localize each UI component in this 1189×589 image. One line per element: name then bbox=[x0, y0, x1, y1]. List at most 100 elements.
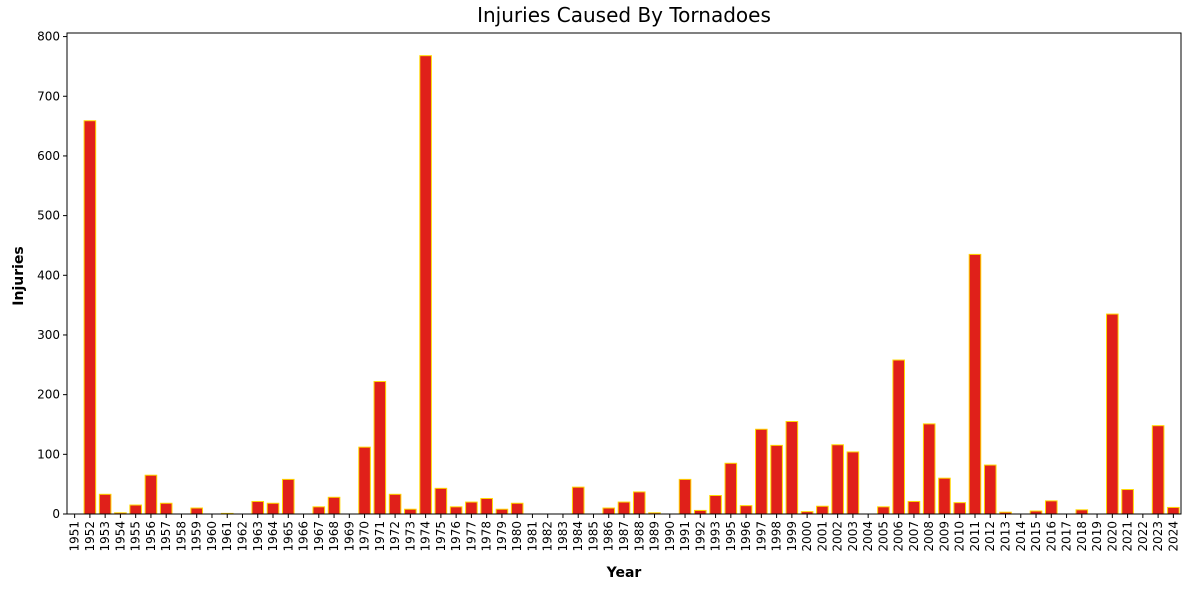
x-tick-label: 1984 bbox=[571, 521, 585, 552]
bar bbox=[465, 501, 478, 515]
plot-frame bbox=[66, 32, 1182, 515]
x-tick-label: 1980 bbox=[510, 521, 524, 552]
bar bbox=[571, 486, 585, 515]
x-tick-label: 1998 bbox=[770, 521, 784, 552]
x-tick-label: 2013 bbox=[999, 521, 1013, 552]
bar bbox=[953, 502, 967, 515]
bar bbox=[602, 507, 616, 515]
x-tick-label: 2024 bbox=[1166, 521, 1180, 552]
bar bbox=[1075, 509, 1089, 515]
x-tick-label: 2005 bbox=[876, 521, 890, 552]
bar bbox=[312, 506, 326, 515]
bar bbox=[785, 421, 799, 515]
bar bbox=[816, 505, 829, 515]
x-tick-label: 1989 bbox=[648, 521, 662, 552]
bar bbox=[266, 502, 280, 515]
y-tick-label: 800 bbox=[37, 30, 60, 44]
bar bbox=[449, 506, 463, 515]
bar bbox=[419, 55, 432, 515]
x-tick-label: 1985 bbox=[586, 521, 600, 552]
x-tick-label: 1986 bbox=[602, 521, 616, 552]
x-tick-label: 1951 bbox=[68, 521, 82, 552]
bar bbox=[678, 478, 692, 515]
bar bbox=[632, 491, 646, 515]
x-tick-label: 2018 bbox=[1075, 521, 1089, 552]
bar bbox=[846, 451, 860, 515]
x-tick-label: 1952 bbox=[83, 521, 97, 552]
y-tick-label: 0 bbox=[52, 507, 60, 521]
x-tick-label: 2016 bbox=[1044, 521, 1058, 552]
x-tick-label: 2003 bbox=[846, 521, 860, 552]
y-tick-label: 100 bbox=[37, 447, 60, 461]
x-tick-label: 2000 bbox=[800, 521, 814, 552]
bar bbox=[922, 423, 936, 515]
bar bbox=[709, 495, 722, 515]
x-tick-label: 1976 bbox=[449, 521, 463, 552]
x-tick-label: 2017 bbox=[1060, 521, 1074, 552]
x-tick-label: 1967 bbox=[312, 521, 326, 552]
x-tick-label: 1990 bbox=[663, 521, 677, 552]
bar bbox=[877, 506, 890, 515]
bar bbox=[892, 359, 905, 515]
x-tick-label: 1987 bbox=[617, 521, 631, 552]
x-tick-label: 1963 bbox=[251, 521, 265, 552]
bar bbox=[480, 497, 493, 515]
x-tick-label: 1983 bbox=[556, 521, 570, 552]
x-tick-label: 2019 bbox=[1090, 521, 1104, 552]
x-tick-label: 2009 bbox=[937, 521, 951, 552]
x-tick-label: 1964 bbox=[266, 521, 280, 552]
bar bbox=[83, 120, 97, 515]
x-tick-label: 1973 bbox=[403, 521, 417, 552]
x-tick-label: 1975 bbox=[434, 521, 448, 552]
x-tick-label: 1957 bbox=[159, 521, 173, 552]
x-tick-label: 1962 bbox=[235, 521, 249, 552]
bar bbox=[1106, 313, 1119, 515]
bar bbox=[510, 502, 524, 515]
x-tick-label: 1958 bbox=[174, 521, 188, 552]
x-tick-label: 1974 bbox=[419, 521, 433, 552]
x-tick-label: 2002 bbox=[831, 521, 845, 552]
bar bbox=[694, 509, 707, 515]
x-tick-label: 2011 bbox=[968, 521, 982, 552]
bar bbox=[404, 508, 417, 515]
x-tick-label: 2012 bbox=[983, 521, 997, 552]
x-tick-label: 2007 bbox=[907, 521, 921, 552]
bar bbox=[281, 478, 295, 515]
bar bbox=[251, 500, 265, 515]
y-tick-label: 200 bbox=[37, 388, 60, 402]
bar bbox=[129, 504, 142, 515]
bar bbox=[144, 474, 158, 515]
x-tick-label: 1970 bbox=[358, 521, 372, 552]
x-tick-label: 1993 bbox=[709, 521, 723, 552]
x-tick-label: 2021 bbox=[1121, 521, 1135, 552]
x-tick-label: 1969 bbox=[342, 521, 356, 552]
x-tick-label: 1981 bbox=[525, 521, 539, 552]
x-tick-label: 1997 bbox=[754, 521, 768, 552]
x-tick-label: 1966 bbox=[297, 521, 311, 552]
x-tick-label: 1972 bbox=[388, 521, 402, 552]
y-tick-label: 600 bbox=[37, 149, 60, 163]
x-tick-label: 1979 bbox=[495, 521, 509, 552]
x-tick-label: 1960 bbox=[205, 521, 219, 552]
x-tick-label: 1955 bbox=[129, 521, 143, 552]
x-tick-label: 1996 bbox=[739, 521, 753, 552]
x-tick-label: 1968 bbox=[327, 521, 341, 552]
x-tick-label: 2014 bbox=[1014, 521, 1028, 552]
x-tick-label: 1961 bbox=[220, 521, 234, 552]
bar bbox=[831, 444, 844, 515]
bar bbox=[327, 496, 341, 515]
bar bbox=[159, 502, 173, 515]
x-tick-label: 2015 bbox=[1029, 521, 1043, 552]
bar bbox=[434, 487, 448, 515]
bar bbox=[770, 444, 783, 515]
bar bbox=[373, 381, 387, 515]
x-tick-label: 2022 bbox=[1136, 521, 1150, 552]
bar bbox=[190, 507, 204, 515]
x-tick-label: 1956 bbox=[144, 521, 158, 552]
bar bbox=[938, 477, 951, 515]
bar bbox=[983, 464, 997, 515]
x-tick-label: 1988 bbox=[632, 521, 646, 552]
bar bbox=[968, 253, 982, 515]
x-tick-label: 1978 bbox=[480, 521, 494, 552]
y-axis-label: Injuries bbox=[11, 246, 27, 305]
